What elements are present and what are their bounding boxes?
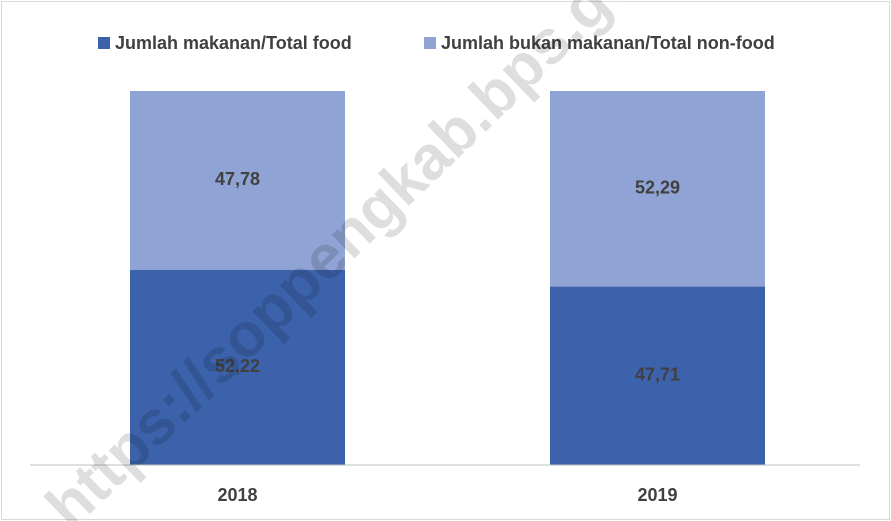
data-label: 52,29: [635, 178, 680, 198]
bar-segment: [550, 286, 765, 465]
legend-label: Jumlah makanan/Total food: [115, 33, 352, 53]
x-tick-label: 2018: [217, 485, 257, 505]
x-tick-label: 2019: [637, 485, 677, 505]
legend-swatch: [98, 37, 110, 49]
bar-segment: [130, 269, 345, 465]
data-label: 52,22: [215, 356, 260, 376]
legend-label: Jumlah bukan makanan/Total non-food: [441, 33, 775, 53]
bar-segment: [130, 91, 345, 270]
bar-segment: [550, 91, 765, 287]
data-label: 47,71: [635, 365, 680, 385]
legend-swatch: [424, 37, 436, 49]
data-label: 47,78: [215, 169, 260, 189]
